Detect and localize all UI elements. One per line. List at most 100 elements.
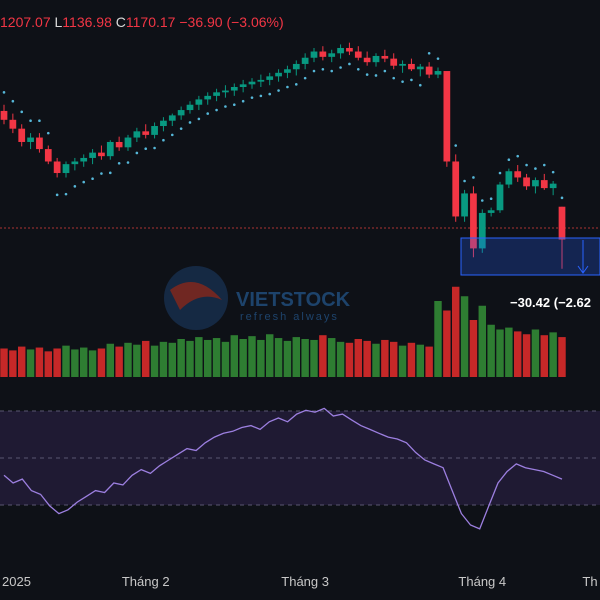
volume-bar bbox=[478, 305, 487, 377]
volume-bar bbox=[124, 342, 132, 377]
candle-body bbox=[142, 131, 150, 135]
rsi-line bbox=[3, 407, 563, 530]
candle-body bbox=[496, 184, 504, 211]
volume-bar bbox=[62, 345, 70, 377]
candle-body bbox=[558, 206, 566, 240]
candle-body bbox=[284, 69, 291, 73]
x-axis-tick-label: Th bbox=[582, 574, 597, 589]
candle-body bbox=[390, 58, 398, 66]
volume-bar bbox=[26, 349, 35, 377]
measure-arrow-icon bbox=[577, 265, 589, 274]
volume-bar bbox=[212, 338, 221, 377]
volume-bar bbox=[451, 286, 460, 377]
psar-dot bbox=[241, 99, 245, 103]
psar-dot bbox=[498, 171, 502, 175]
candle-body bbox=[213, 92, 220, 96]
volume-bar bbox=[195, 337, 203, 377]
candle-body bbox=[222, 90, 229, 93]
volume-bar bbox=[97, 348, 106, 377]
psar-dot bbox=[534, 167, 537, 170]
measure-box[interactable] bbox=[460, 237, 600, 276]
psar-dot bbox=[82, 180, 86, 184]
candle-body bbox=[337, 47, 344, 54]
candle-body bbox=[381, 55, 389, 59]
volume-bar bbox=[230, 335, 239, 377]
candle-body bbox=[487, 210, 495, 213]
volume-bar bbox=[9, 350, 17, 377]
volume-bar bbox=[203, 339, 212, 377]
candle-body bbox=[80, 157, 88, 162]
psar-dot bbox=[135, 151, 139, 155]
candle-body bbox=[248, 81, 256, 85]
volume-bar bbox=[389, 341, 398, 377]
volume-bar bbox=[398, 345, 407, 377]
volume-bar bbox=[283, 340, 292, 377]
candle-body bbox=[523, 177, 530, 187]
psar-dot bbox=[489, 197, 493, 201]
volume-bar bbox=[115, 346, 123, 377]
psar-dot bbox=[224, 105, 227, 108]
volume-bar bbox=[274, 338, 283, 377]
volume-bar bbox=[354, 339, 363, 377]
psar-dot bbox=[339, 66, 342, 69]
candle-body bbox=[204, 95, 212, 100]
parabolic-sar-dots bbox=[2, 52, 564, 202]
psar-dot bbox=[392, 76, 396, 80]
psar-dot bbox=[126, 161, 130, 164]
close-label: C bbox=[115, 14, 126, 30]
psar-dot bbox=[162, 138, 165, 142]
candle-body bbox=[257, 79, 265, 82]
candle-body bbox=[106, 141, 114, 157]
candle-body bbox=[62, 164, 70, 174]
candle-body bbox=[399, 63, 406, 66]
psar-dot bbox=[277, 89, 280, 92]
candle-body bbox=[36, 137, 43, 150]
volume-bar bbox=[416, 344, 425, 377]
psar-dot bbox=[206, 112, 210, 115]
psar-dot bbox=[294, 83, 298, 86]
volume-bar bbox=[150, 345, 159, 377]
candle-body bbox=[292, 63, 300, 70]
measure-label: −30.42 (−2.62 bbox=[510, 295, 591, 310]
high-value: 1207.07 bbox=[0, 14, 51, 30]
psar-dot bbox=[365, 73, 369, 76]
volume-bar bbox=[53, 348, 61, 377]
psar-dot bbox=[20, 110, 24, 114]
psar-dot bbox=[38, 119, 41, 122]
candle-body bbox=[18, 128, 26, 142]
rsi-indicator bbox=[3, 407, 563, 530]
psar-dot bbox=[321, 67, 325, 71]
psar-dot bbox=[29, 119, 32, 122]
volume-bar bbox=[425, 346, 433, 377]
candle-body bbox=[89, 152, 96, 158]
x-axis: 2025 Tháng 2 Tháng 3 Tháng 4 Th bbox=[2, 574, 598, 589]
psar-dot bbox=[525, 163, 528, 167]
psar-dot bbox=[188, 121, 192, 124]
low-value: 1136.98 bbox=[62, 14, 112, 30]
psar-dot bbox=[303, 76, 307, 80]
volume-bar bbox=[336, 341, 345, 377]
watermark-brand: VIETSTOCK bbox=[236, 289, 351, 311]
psar-dot bbox=[64, 192, 68, 196]
candle-body bbox=[168, 115, 176, 121]
volume-bar bbox=[133, 344, 141, 377]
x-axis-tick-label: Tháng 3 bbox=[281, 574, 329, 589]
psar-dot bbox=[427, 52, 431, 55]
volume-bar bbox=[549, 332, 557, 377]
psar-dot bbox=[454, 144, 458, 147]
psar-dot bbox=[170, 133, 174, 137]
psar-dot bbox=[374, 74, 378, 77]
psar-dot bbox=[286, 85, 289, 89]
candle-body bbox=[151, 126, 158, 135]
psar-dot bbox=[383, 69, 387, 73]
volume-bar bbox=[221, 341, 230, 377]
candle-body bbox=[71, 161, 79, 165]
candle-body bbox=[346, 47, 353, 52]
candle-body bbox=[230, 87, 238, 91]
volume-bar bbox=[372, 343, 380, 377]
psar-dot bbox=[232, 103, 236, 107]
candle-body bbox=[98, 152, 105, 157]
volume-bar bbox=[177, 339, 185, 377]
volume-bar bbox=[106, 343, 115, 377]
